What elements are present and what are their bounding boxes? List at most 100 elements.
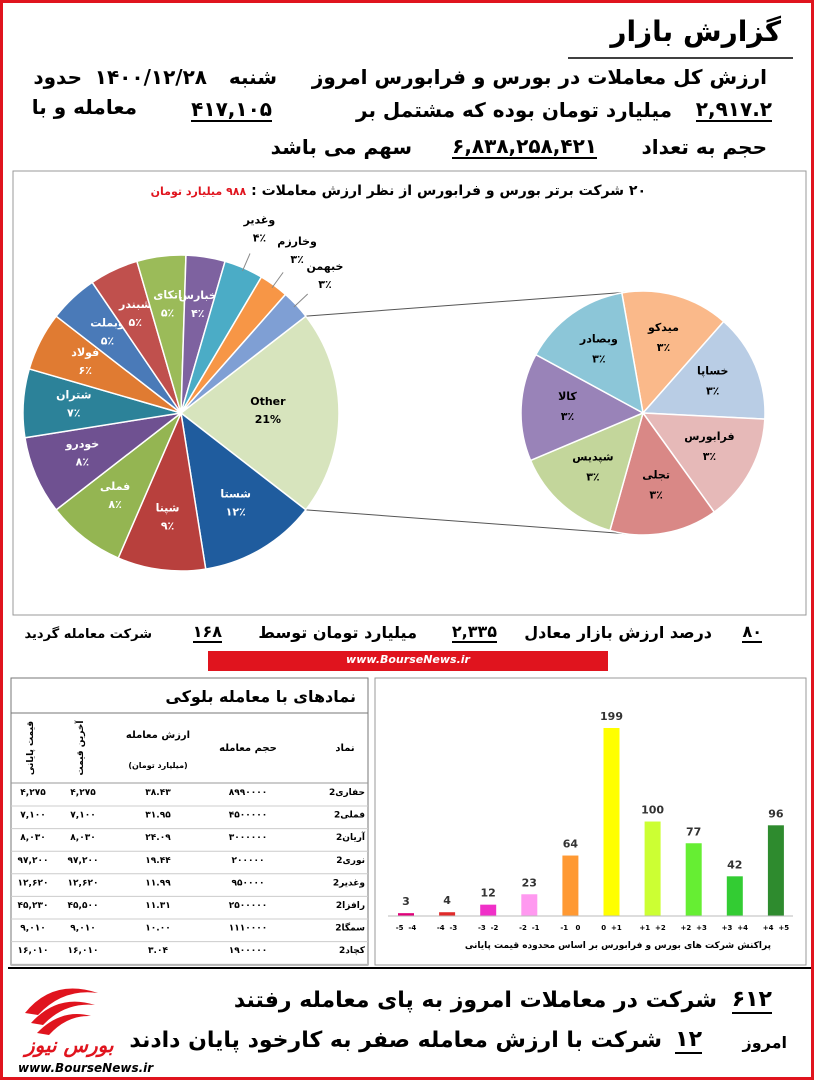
trades: ۴۱۷,۱۰۵: [191, 97, 272, 122]
leader-line: [271, 272, 284, 289]
summary-value: ۲,۳۳۵: [451, 622, 497, 643]
volume: ۶,۸۳۸,۲۵۸,۴۲۱: [452, 134, 597, 159]
slice-value: ۵٪: [129, 316, 142, 329]
pie-frame: [12, 170, 807, 616]
slice-value: ۳٪: [586, 471, 599, 484]
symbol-cell: سمگا2: [335, 922, 365, 934]
table-cell: ۱۹۰۰۰۰۰: [229, 946, 267, 956]
slice-label: خبارس: [179, 289, 217, 302]
bar: [480, 904, 497, 916]
symbol-cell: نوری2: [336, 856, 365, 866]
table-cell: ۳.۰۴: [148, 946, 168, 956]
banner: [208, 651, 608, 671]
intro-day: شنبه: [228, 65, 277, 89]
intro-date: ۱۴۰۰/۱۲/۲۸: [94, 65, 207, 89]
table-cell: ۷,۱۰۰: [70, 811, 95, 821]
slice-value: ۳٪: [318, 278, 331, 291]
x-tick-label: +1 +2: [639, 924, 665, 932]
bar: [685, 843, 702, 916]
bar-value: 3: [402, 895, 410, 908]
summary-percent: ۸۰: [742, 622, 762, 643]
intro-text: معامله و با: [31, 95, 137, 119]
slice-value: ۸٪: [108, 498, 121, 511]
table-title: نمادهای با معامله بلوکی: [165, 687, 356, 706]
active-count: ۶۱۲: [731, 987, 772, 1015]
slice-label: شتران: [56, 388, 91, 401]
pie-slice: [179, 315, 340, 511]
symbol-cell: فملی2: [334, 811, 365, 821]
bar: [603, 728, 620, 916]
table-cell: ۲۰۰۰۰۰: [232, 856, 265, 866]
table-cell: ۴۵,۲۳۰: [18, 901, 49, 911]
slice-label: Other: [250, 395, 286, 408]
x-tick-label: -5 -4: [396, 924, 417, 932]
bar-frame: [374, 677, 807, 966]
table-cell: ۱۰.۰۰: [145, 924, 170, 934]
slice-value: ۳٪: [703, 450, 716, 463]
x-tick-label: -3 -2: [478, 924, 499, 932]
slice-label: وخارزم: [277, 235, 317, 248]
table-cell: ۹۷,۲۰۰: [18, 856, 49, 866]
table-cell: ۹۷,۲۰۰: [68, 856, 99, 866]
bar: [562, 855, 579, 916]
slice-value: ۳٪: [290, 253, 303, 266]
pie-slice: [179, 411, 307, 570]
table-cell: ۴۵۰۰۰۰۰: [229, 811, 267, 821]
slice-value: ۳٪: [706, 385, 719, 398]
column-header: ارزش معامله: [126, 730, 190, 741]
bar: [439, 912, 456, 916]
column-header: نماد: [335, 743, 354, 754]
symbol-cell: حفاری2: [329, 788, 365, 798]
slice-value: ۴٪: [191, 307, 204, 320]
slice-label: خبهمن: [306, 260, 343, 273]
slice-label: شپنا: [156, 502, 180, 515]
table-cell: ۴۵,۵۰۰: [68, 901, 99, 911]
pie-slice: [641, 412, 766, 514]
x-tick-label: -2 -1: [519, 924, 540, 932]
bar-caption: پراکنش شرکت های بورس و فرابورس بر اساس م…: [464, 941, 771, 951]
slice-value: ۳٪: [649, 488, 662, 501]
pie-slice: [609, 411, 716, 536]
slice-label: فرابورس: [684, 430, 734, 443]
column-header: آخرین قیمت: [74, 720, 86, 776]
banner-website: www.BourseNews.ir: [346, 653, 470, 666]
summary-text: میلیارد تومان توسط: [258, 623, 417, 642]
intro-text: میلیارد تومان بوده که مشتمل بر: [356, 98, 672, 122]
bar: [726, 876, 743, 916]
symbol-cell: آریان2: [336, 831, 366, 843]
x-tick-label: 0 +1: [601, 924, 622, 932]
table-cell: ۱۹.۴۴: [145, 856, 171, 866]
slice-value: ۳٪: [561, 410, 574, 423]
pie-slice: [529, 411, 645, 532]
logo-text: بورس نیوز: [25, 1033, 114, 1057]
slice-value: ۵٪: [101, 335, 114, 348]
table-cell: ۳۱.۹۵: [145, 811, 171, 821]
table-cell: ۲۴.۰۹: [145, 833, 171, 843]
footer-text: امروز: [742, 1033, 788, 1052]
bar-value: 4: [443, 894, 451, 907]
slice-value: ۷٪: [67, 406, 80, 419]
table-cell: ۱۲,۶۲۰: [18, 878, 49, 888]
slice-value: ۳٪: [657, 341, 670, 354]
table-cell: ۸۹۹۰۰۰۰: [229, 788, 267, 798]
intro-text: حدود: [33, 65, 82, 89]
bar-value: 199: [600, 710, 623, 723]
x-tick-label: +2 +3: [681, 924, 707, 932]
connector: [305, 290, 644, 317]
bar: [398, 913, 414, 916]
summary-text: شرکت معامله گردید: [24, 627, 152, 642]
table-cell: ۸,۰۳۰: [70, 833, 95, 843]
table-cell: ۹,۰۱۰: [20, 924, 45, 934]
logo-arc: [31, 1001, 95, 1025]
column-unit: (میلیارد تومان): [128, 761, 187, 770]
slice-value: ۹٪: [161, 520, 174, 533]
slice-label: وبملت: [90, 317, 125, 330]
slice-value: ۳٪: [592, 353, 605, 366]
slice-value: ۱۲٪: [226, 505, 246, 518]
pie-slice: [117, 410, 207, 572]
logo-arc: [25, 988, 98, 1015]
slice-value: ۵٪: [161, 306, 174, 319]
bar-value: 23: [522, 876, 537, 889]
slice-value: ۶٪: [79, 364, 92, 377]
